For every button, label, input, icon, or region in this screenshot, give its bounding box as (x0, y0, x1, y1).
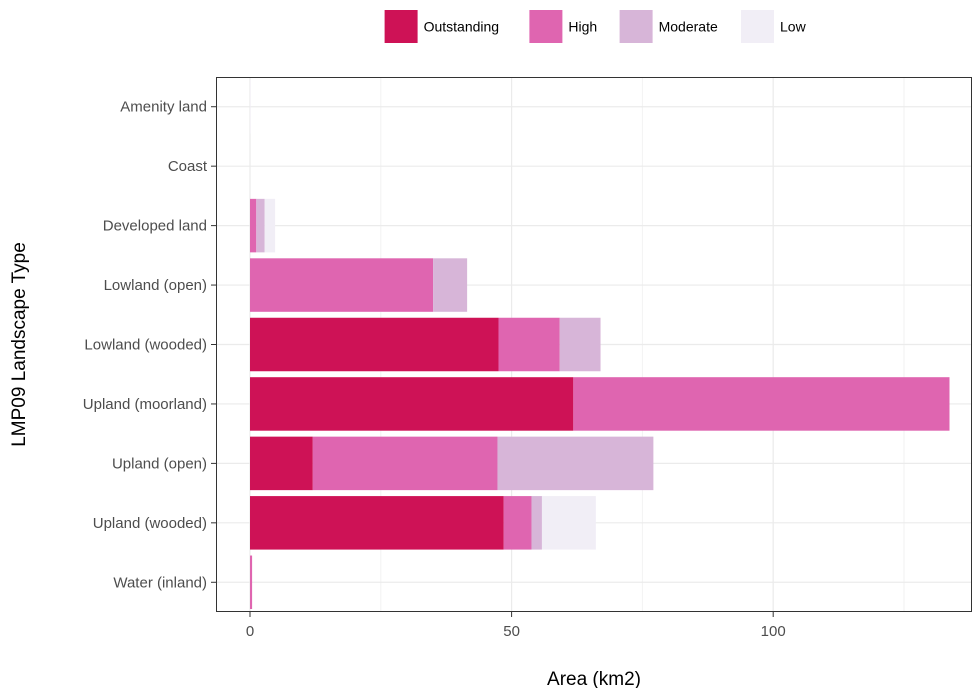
legend-label-low: Low (780, 19, 807, 35)
x-axis-title: Area (km2) (547, 669, 641, 688)
bar-low-developed-land (264, 198, 276, 253)
bar-high-upland-open (312, 436, 498, 491)
y-tick-label: Upland (wooded) (93, 515, 207, 532)
y-tick-label: Coast (168, 158, 208, 175)
legend-key-moderate (619, 10, 653, 43)
x-tick-label: 100 (761, 623, 786, 640)
y-tick-label: Upland (moorland) (83, 396, 207, 413)
y-axis: Amenity land Coast Developed land Lowland (… (83, 99, 216, 591)
legend-key-outstanding (384, 10, 418, 43)
bar-outstanding-upland-wooded (250, 496, 504, 550)
bar-moderate-developed-land (256, 198, 265, 253)
legend: Outstanding High Moderate Low (384, 10, 807, 43)
bar-high-water-inland (250, 555, 253, 610)
y-tick-label: Lowland (open) (104, 277, 207, 294)
legend-label-high: High (568, 19, 597, 35)
y-tick-label: Water (inland) (113, 574, 207, 591)
bar-high-lowland-open (250, 258, 434, 312)
legend-key-low (741, 10, 774, 43)
x-tick-label: 50 (503, 623, 520, 640)
bar-low-amenity-land (250, 79, 251, 134)
y-axis-title: LMP09 Landscape Type (9, 242, 30, 447)
y-tick-label: Upland (open) (112, 455, 207, 472)
bar-moderate-upland-wooded (531, 496, 542, 550)
x-axis: 0 50 100 (246, 612, 786, 640)
bar-outstanding-upland-open (250, 436, 313, 491)
plot-panel-border (216, 77, 972, 612)
bar-moderate-upland-open (497, 436, 654, 491)
plot-panel (216, 77, 972, 612)
x-tick-label: 0 (246, 623, 254, 640)
legend-key-high (529, 10, 563, 43)
bar-outstanding-upland-moorland (250, 377, 574, 431)
bar-outstanding-lowland-wooded (250, 317, 499, 372)
bar-low-upland-wooded (541, 496, 596, 550)
y-tick-label: Developed land (103, 218, 207, 235)
bar-moderate-lowland-wooded (559, 317, 601, 372)
bar-high-developed-land (250, 198, 257, 253)
bars (250, 79, 950, 610)
y-tick-label: Amenity land (120, 99, 207, 116)
legend-label-outstanding: Outstanding (424, 19, 500, 35)
bar-high-lowland-wooded (498, 317, 560, 372)
y-tick-label: Lowland (wooded) (84, 337, 207, 354)
legend-label-moderate: Moderate (659, 19, 718, 35)
bar-moderate-lowland-open (433, 258, 468, 312)
bar-high-upland-moorland (573, 377, 950, 431)
bar-high-upland-wooded (503, 496, 532, 550)
